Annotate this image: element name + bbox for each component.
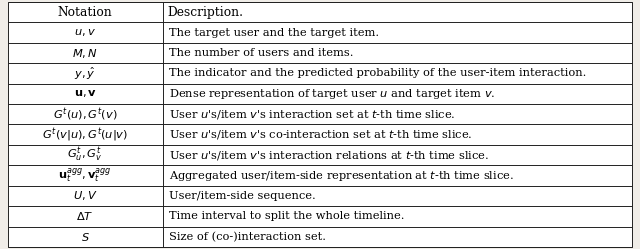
Text: Description.: Description. — [168, 6, 244, 19]
Text: $y, \hat{y}$: $y, \hat{y}$ — [74, 65, 96, 82]
Text: Notation: Notation — [58, 6, 113, 19]
Text: The number of users and items.: The number of users and items. — [169, 48, 353, 58]
Text: Size of (co-)interaction set.: Size of (co-)interaction set. — [169, 232, 326, 242]
Text: User $u$'s/item $v$'s interaction relations at $t$-th time slice.: User $u$'s/item $v$'s interaction relati… — [169, 149, 489, 162]
Text: The target user and the target item.: The target user and the target item. — [169, 28, 379, 38]
Text: $S$: $S$ — [81, 231, 90, 243]
Text: $\mathbf{u}, \mathbf{v}$: $\mathbf{u}, \mathbf{v}$ — [74, 88, 97, 99]
Text: $M, N$: $M, N$ — [72, 47, 98, 60]
Text: The indicator and the predicted probability of the user-item interaction.: The indicator and the predicted probabil… — [169, 68, 586, 78]
Text: Aggregated user/item-side representation at $t$-th time slice.: Aggregated user/item-side representation… — [169, 169, 514, 183]
Text: $\mathbf{u}_t^{agg}, \mathbf{v}_t^{agg}$: $\mathbf{u}_t^{agg}, \mathbf{v}_t^{agg}$ — [58, 166, 112, 185]
Text: User $u$'s/item $v$'s co-interaction set at $t$-th time slice.: User $u$'s/item $v$'s co-interaction set… — [169, 128, 472, 141]
Text: User/item-side sequence.: User/item-side sequence. — [169, 191, 316, 201]
Text: $G^t(v|u), G^t(u|v)$: $G^t(v|u), G^t(u|v)$ — [42, 126, 128, 143]
Text: $u, v$: $u, v$ — [74, 27, 96, 38]
Text: $U, V$: $U, V$ — [73, 189, 97, 202]
Text: Time interval to split the whole timeline.: Time interval to split the whole timelin… — [169, 211, 404, 221]
Text: Dense representation of target user $u$ and target item $v$.: Dense representation of target user $u$ … — [169, 87, 495, 101]
Text: $G^t_u, G^t_v$: $G^t_u, G^t_v$ — [67, 146, 103, 164]
Text: $G^t(u), G^t(v)$: $G^t(u), G^t(v)$ — [53, 106, 117, 123]
Text: $\Delta T$: $\Delta T$ — [76, 210, 94, 222]
Text: User $u$'s/item $v$'s interaction set at $t$-th time slice.: User $u$'s/item $v$'s interaction set at… — [169, 108, 456, 121]
